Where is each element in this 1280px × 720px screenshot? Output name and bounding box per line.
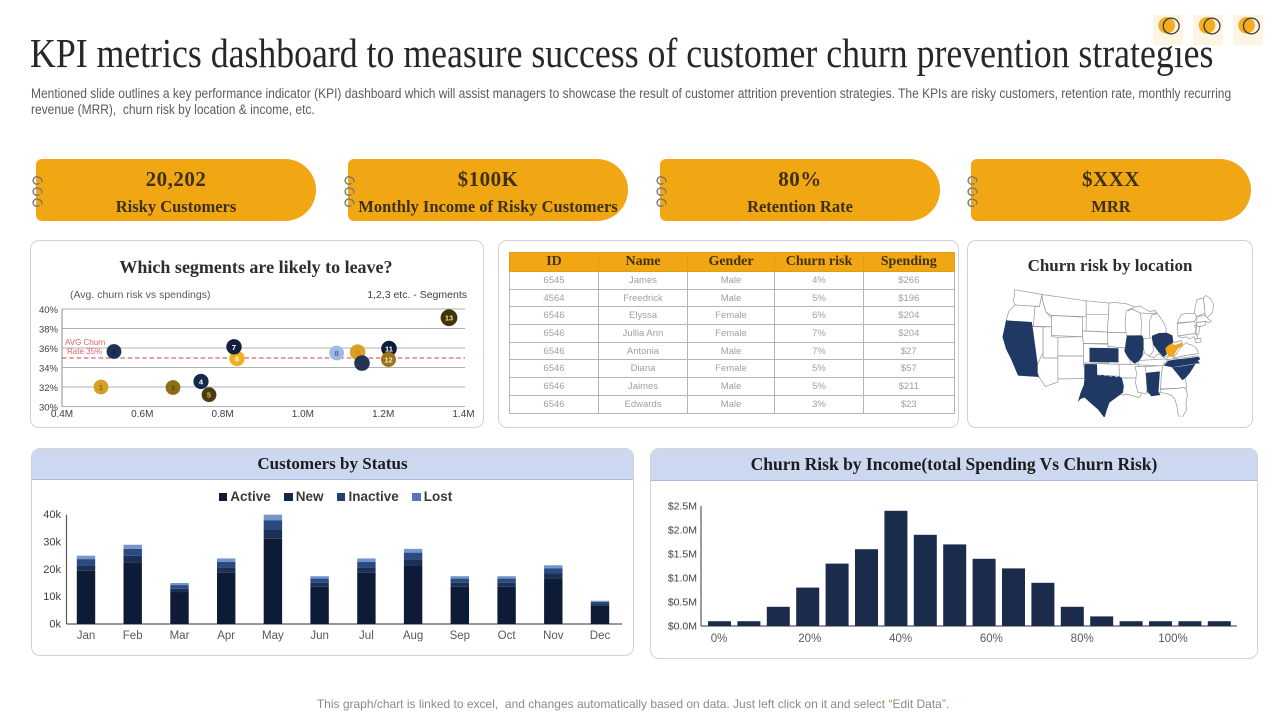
- svg-text:0.6M: 0.6M: [131, 409, 153, 420]
- svg-text:Jun: Jun: [310, 630, 329, 642]
- svg-text:0.4M: 0.4M: [51, 409, 73, 420]
- svg-text:1.2M: 1.2M: [372, 409, 394, 420]
- svg-text:40%: 40%: [889, 633, 912, 645]
- svg-text:60%: 60%: [980, 633, 1003, 645]
- svg-text:Aug: Aug: [403, 630, 423, 642]
- svg-text:$0.0M: $0.0M: [668, 621, 697, 633]
- svg-text:0.8M: 0.8M: [211, 409, 233, 420]
- svg-text:0%: 0%: [711, 633, 728, 645]
- svg-text:20%: 20%: [798, 633, 821, 645]
- svg-text:Dec: Dec: [590, 630, 611, 642]
- svg-text:80%: 80%: [1071, 633, 1094, 645]
- svg-text:Jan: Jan: [77, 630, 96, 642]
- svg-text:$2.0M: $2.0M: [668, 525, 697, 537]
- svg-text:1: 1: [99, 383, 103, 392]
- svg-text:10k: 10k: [43, 591, 61, 603]
- svg-text:Mar: Mar: [170, 630, 190, 642]
- svg-text:3: 3: [171, 384, 175, 393]
- svg-text:32%: 32%: [39, 383, 59, 394]
- svg-text:1,2,3 etc. - Segments: 1,2,3 etc. - Segments: [367, 289, 467, 301]
- svg-text:(Avg. churn risk vs spendings): (Avg. churn risk vs spendings): [70, 289, 210, 301]
- svg-text:34%: 34%: [39, 364, 59, 375]
- svg-text:13: 13: [445, 314, 453, 323]
- svg-text:30%: 30%: [39, 403, 59, 414]
- svg-text:Rate 35%: Rate 35%: [67, 347, 102, 356]
- svg-text:1.0M: 1.0M: [292, 409, 314, 420]
- svg-text:7: 7: [232, 343, 236, 352]
- svg-text:6: 6: [235, 354, 239, 363]
- svg-text:40%: 40%: [39, 305, 59, 316]
- svg-text:5: 5: [207, 391, 211, 400]
- svg-text:$2.5M: $2.5M: [668, 501, 697, 513]
- svg-text:36%: 36%: [39, 344, 59, 355]
- svg-text:Which segments are likely to l: Which segments are likely to leave?: [119, 257, 392, 277]
- svg-text:Jul: Jul: [359, 630, 374, 642]
- svg-text:2: 2: [112, 348, 116, 357]
- svg-text:11: 11: [385, 345, 393, 354]
- svg-text:30k: 30k: [43, 537, 61, 549]
- svg-text:8: 8: [335, 349, 339, 358]
- svg-text:AVG Churn: AVG Churn: [65, 338, 105, 347]
- svg-text:100%: 100%: [1158, 633, 1187, 645]
- svg-text:4: 4: [199, 378, 204, 387]
- svg-text:Nov: Nov: [543, 630, 564, 642]
- svg-text:Feb: Feb: [123, 630, 143, 642]
- svg-text:Sep: Sep: [450, 630, 470, 642]
- svg-text:Apr: Apr: [217, 630, 235, 642]
- svg-text:$1.5M: $1.5M: [668, 549, 697, 561]
- svg-text:12: 12: [384, 356, 392, 365]
- svg-text:38%: 38%: [39, 325, 59, 336]
- svg-text:9: 9: [356, 348, 360, 357]
- svg-text:0k: 0k: [49, 619, 61, 631]
- svg-text:$0.5M: $0.5M: [668, 597, 697, 609]
- svg-text:20k: 20k: [43, 564, 61, 576]
- svg-text:40k: 40k: [43, 509, 61, 521]
- svg-text:$1.0M: $1.0M: [668, 573, 697, 585]
- svg-text:May: May: [262, 630, 284, 642]
- svg-text:1.4M: 1.4M: [452, 409, 474, 420]
- svg-text:Oct: Oct: [498, 630, 517, 642]
